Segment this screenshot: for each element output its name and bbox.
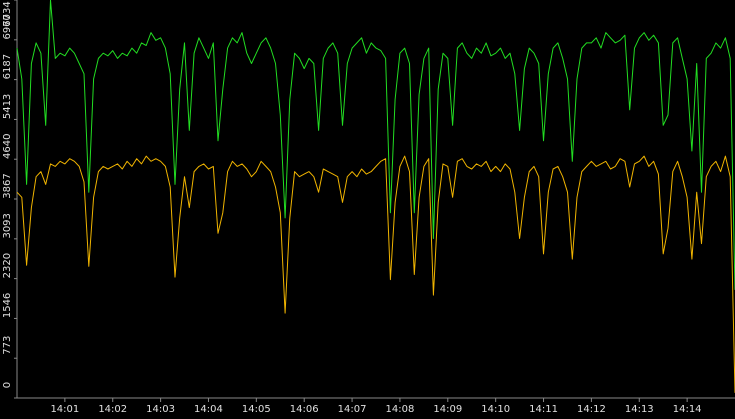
x-tick-label: 14:04	[194, 404, 223, 415]
x-tick-label: 14:01	[50, 404, 79, 415]
series-line	[16, 0, 735, 290]
x-tick-label: 14:11	[529, 404, 558, 415]
x-tick-label: 14:02	[98, 404, 127, 415]
x-tick-label: 14:13	[625, 404, 654, 415]
x-tick-label: 14:09	[433, 404, 462, 415]
y-tick-label: 0	[2, 382, 13, 388]
y-tick-label: 7734	[2, 1, 13, 26]
y-tick-label: 2320	[2, 253, 13, 278]
y-tick-label: 5413	[2, 94, 13, 119]
x-tick-label: 14:10	[481, 404, 510, 415]
series-line	[16, 155, 735, 393]
y-tick-label: 3093	[2, 213, 13, 238]
x-tick-label: 14:06	[290, 404, 319, 415]
y-tick-label: 6187	[2, 54, 13, 79]
x-tick-label: 14:05	[242, 404, 271, 415]
x-tick-label: 14:08	[386, 404, 415, 415]
x-tick-label: 14:03	[146, 404, 175, 415]
x-tick-label: 14:07	[338, 404, 367, 415]
y-tick-label: 4640	[2, 133, 13, 158]
y-tick-label: 773	[2, 336, 13, 355]
y-tick-label: 3867	[2, 173, 13, 198]
y-tick-label: 6960	[2, 14, 13, 39]
x-tick-label: 14:14	[673, 404, 702, 415]
y-tick-label: 1546	[2, 293, 13, 318]
x-tick-label: 14:12	[577, 404, 606, 415]
